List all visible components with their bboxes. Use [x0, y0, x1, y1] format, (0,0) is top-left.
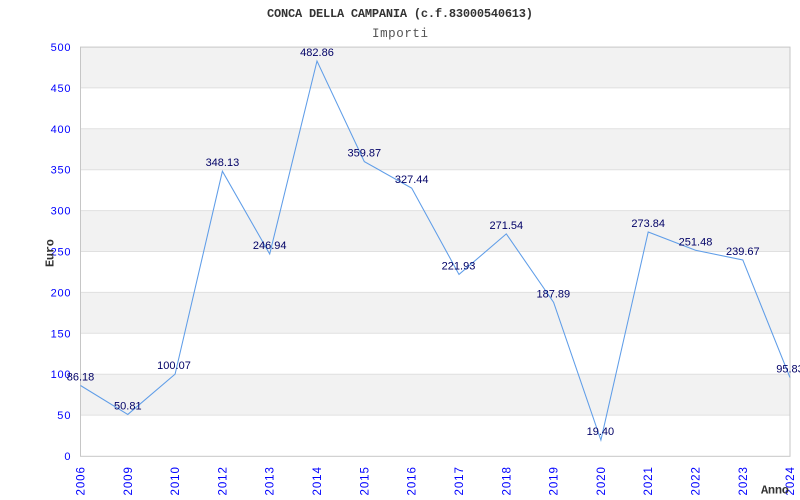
svg-text:2016: 2016 — [407, 467, 419, 495]
svg-text:19.40: 19.40 — [587, 426, 615, 438]
svg-text:50: 50 — [57, 410, 70, 422]
svg-text:2012: 2012 — [217, 467, 229, 495]
svg-text:221.93: 221.93 — [442, 261, 476, 273]
svg-text:200: 200 — [51, 287, 71, 299]
svg-text:400: 400 — [51, 124, 71, 136]
svg-text:273.84: 273.84 — [631, 218, 665, 230]
svg-text:2023: 2023 — [738, 467, 750, 495]
svg-text:359.87: 359.87 — [347, 148, 381, 160]
svg-text:2017: 2017 — [454, 467, 466, 495]
svg-text:Importi: Importi — [372, 27, 428, 41]
svg-text:50.81: 50.81 — [114, 400, 142, 412]
svg-text:0: 0 — [64, 451, 70, 463]
svg-text:2009: 2009 — [123, 467, 135, 495]
svg-text:271.54: 271.54 — [489, 220, 523, 232]
svg-text:100.07: 100.07 — [157, 360, 191, 372]
svg-text:450: 450 — [51, 83, 71, 95]
svg-text:350: 350 — [51, 165, 71, 177]
svg-text:246.94: 246.94 — [253, 240, 287, 252]
svg-text:187.89: 187.89 — [536, 288, 570, 300]
svg-text:239.67: 239.67 — [726, 246, 760, 258]
svg-text:500: 500 — [51, 42, 71, 54]
svg-text:327.44: 327.44 — [395, 174, 429, 186]
svg-text:2020: 2020 — [596, 467, 608, 495]
svg-text:95.83: 95.83 — [776, 364, 800, 376]
svg-text:2019: 2019 — [549, 467, 561, 495]
svg-text:251.48: 251.48 — [679, 236, 713, 248]
svg-text:250: 250 — [51, 247, 71, 259]
svg-text:2018: 2018 — [501, 467, 513, 495]
svg-text:86.18: 86.18 — [67, 372, 95, 384]
svg-text:100: 100 — [51, 369, 71, 381]
svg-text:2024: 2024 — [785, 467, 797, 496]
svg-text:Euro: Euro — [44, 239, 58, 267]
svg-text:2021: 2021 — [643, 467, 655, 495]
svg-text:348.13: 348.13 — [206, 157, 240, 169]
svg-text:300: 300 — [51, 206, 71, 218]
svg-text:2014: 2014 — [312, 467, 324, 496]
svg-text:2010: 2010 — [170, 467, 182, 495]
svg-text:2015: 2015 — [359, 467, 371, 495]
svg-text:482.86: 482.86 — [300, 47, 334, 59]
svg-text:150: 150 — [51, 328, 71, 340]
svg-text:2022: 2022 — [691, 467, 703, 495]
svg-text:2013: 2013 — [265, 467, 277, 495]
svg-text:CONCA DELLA CAMPANIA (c.f.8300: CONCA DELLA CAMPANIA (c.f.83000540613) — [267, 7, 533, 21]
svg-text:2006: 2006 — [76, 467, 88, 495]
svg-text:Anno: Anno — [761, 484, 789, 498]
